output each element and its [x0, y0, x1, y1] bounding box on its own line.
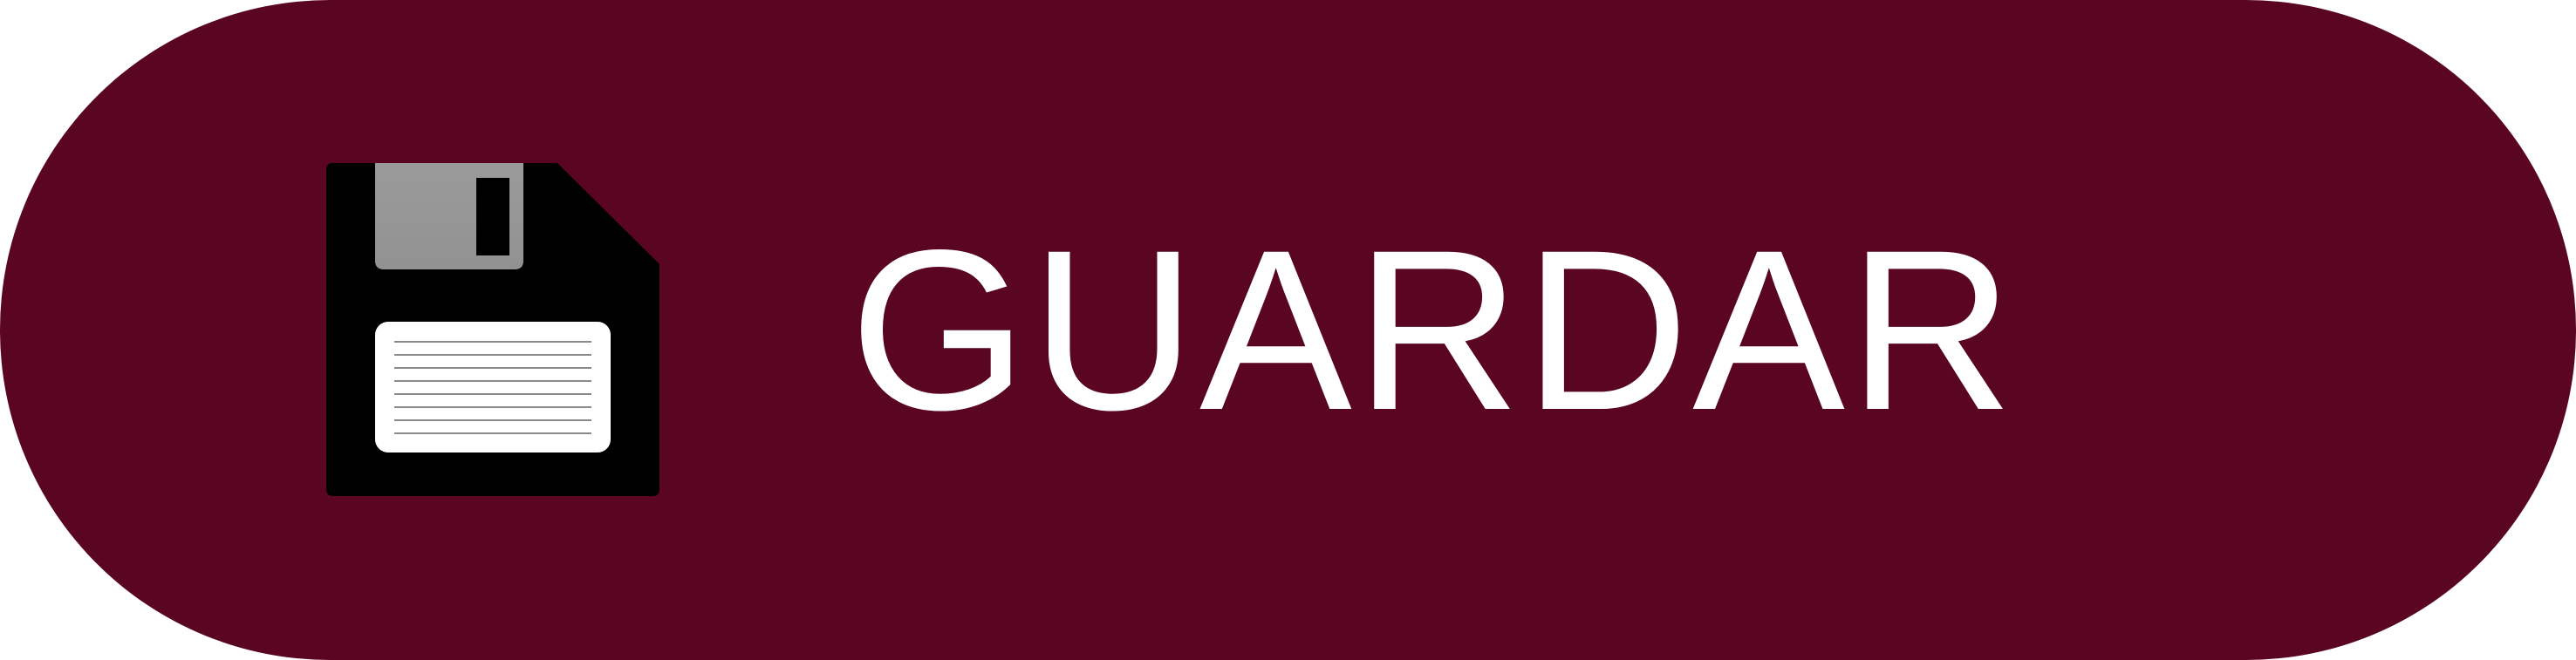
save-button-label: GUARDAR: [850, 201, 2018, 458]
floppy-disk-icon: [326, 163, 659, 496]
